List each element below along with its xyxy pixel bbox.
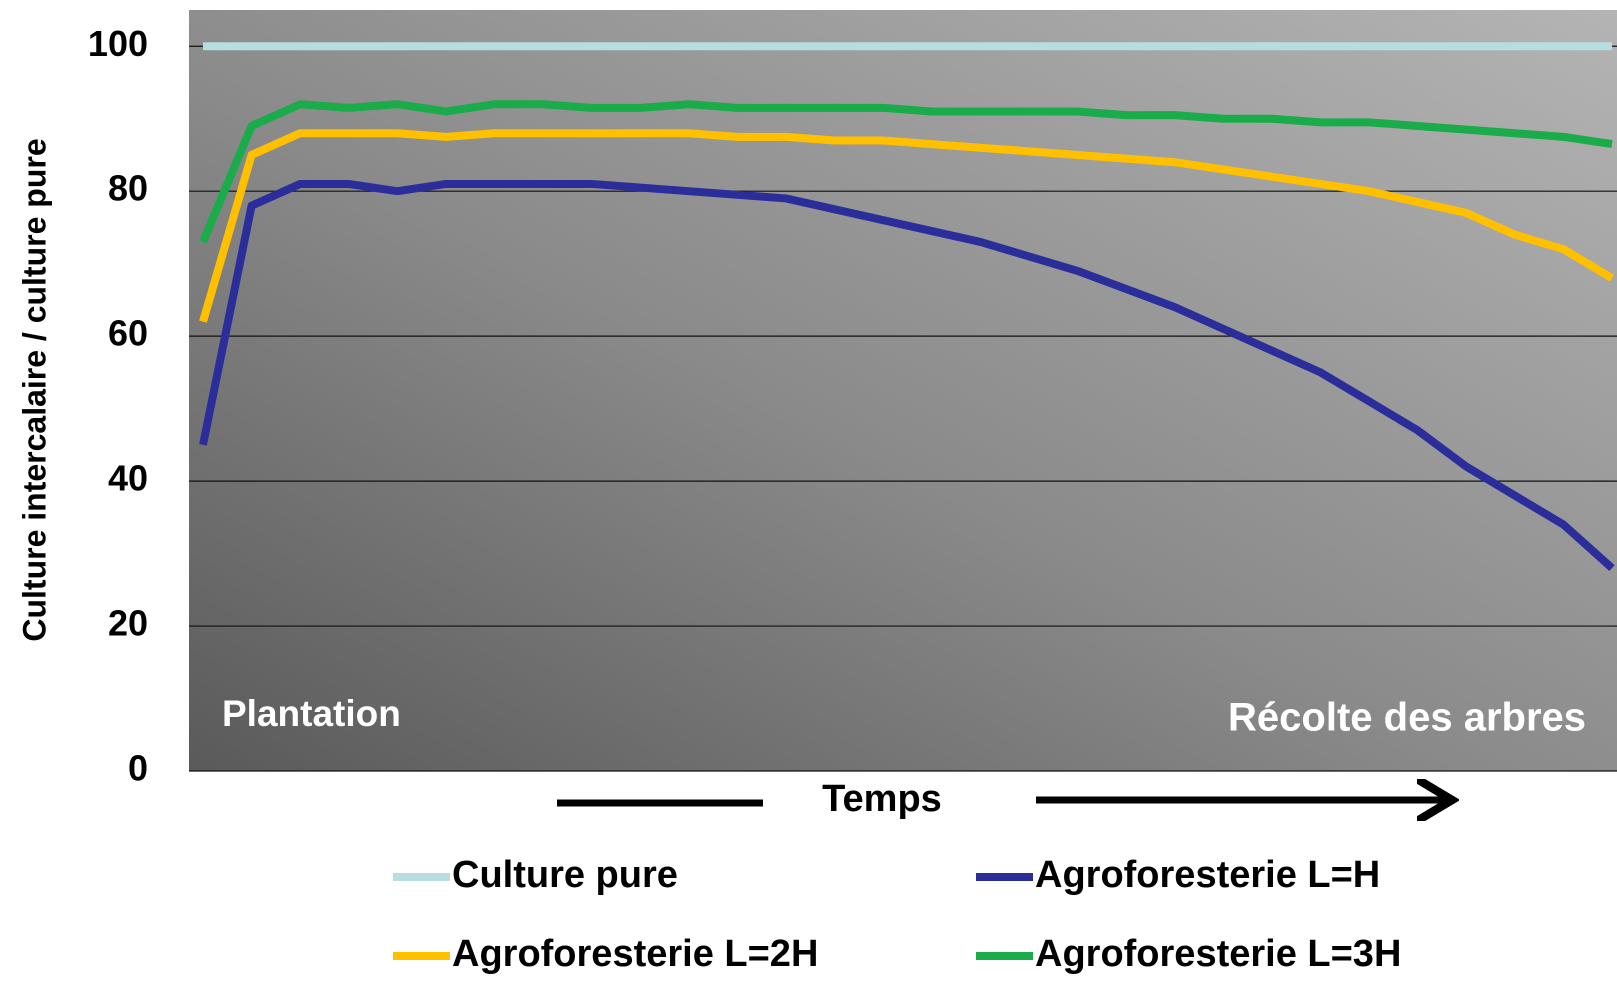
y-tick-label: 100: [88, 23, 148, 64]
series-line: [199, 129, 1615, 323]
annotation: Plantation: [222, 693, 401, 734]
series-line: [199, 179, 1615, 572]
lines: [199, 42, 1615, 572]
x-axis-label: Temps: [822, 778, 942, 820]
annotation: Récolte des arbres: [1228, 696, 1586, 740]
series-line: [199, 100, 1613, 244]
y-tick-label: 80: [108, 168, 148, 209]
y-tick-label: 40: [108, 458, 148, 499]
y-tick-label: 20: [108, 603, 148, 644]
legend-label: Agroforesterie L=3H: [1035, 933, 1401, 975]
y-tick-label: 60: [108, 313, 148, 354]
y-axis-label: Culture intercalaire / culture pure: [16, 138, 52, 641]
legend-label: Agroforesterie L=2H: [452, 933, 818, 975]
legend: Culture pure Agroforesterie L=H Agroforest…: [393, 854, 1401, 975]
legend-label: Culture pure: [452, 854, 678, 896]
legend-label: Agroforesterie L=H: [1035, 854, 1380, 896]
y-tick-label: 0: [128, 748, 148, 789]
